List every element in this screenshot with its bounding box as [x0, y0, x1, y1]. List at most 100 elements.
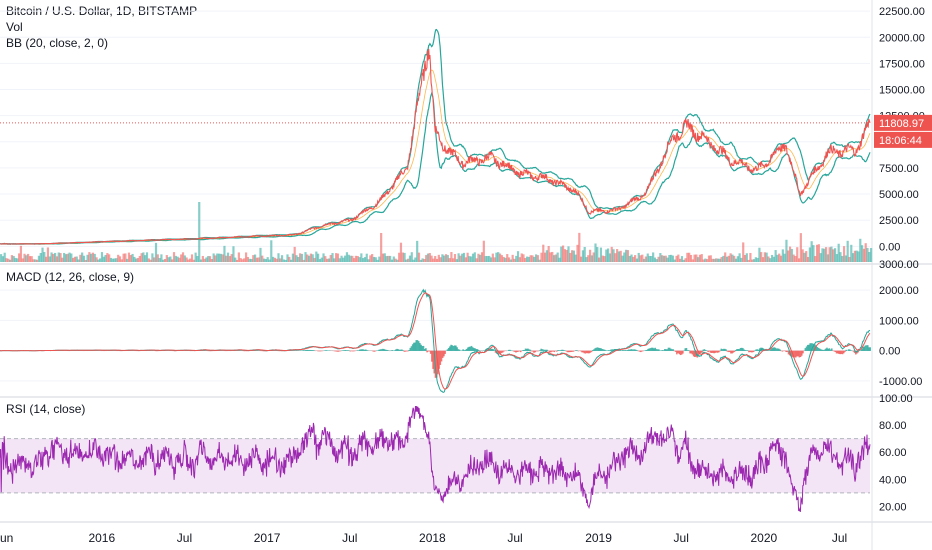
macd-histogram-bar	[272, 350, 275, 351]
volume-bar	[311, 254, 314, 262]
macd-histogram-bar	[336, 350, 338, 352]
macd-histogram-bar	[671, 349, 673, 351]
macd-histogram-bar	[713, 350, 715, 354]
macd-histogram-bar	[718, 350, 720, 353]
volume-bar	[686, 252, 689, 262]
macd-histogram-bar	[754, 350, 756, 351]
macd-histogram-bar	[416, 340, 419, 351]
volume-bar	[158, 258, 161, 262]
macd-histogram-bar	[501, 350, 504, 353]
macd-histogram-bar	[524, 348, 527, 351]
volume-bar	[30, 256, 33, 262]
volume-bar	[81, 252, 84, 262]
volume-bar	[684, 258, 687, 262]
volume-bar	[95, 257, 98, 262]
macd-histogram-bar	[218, 350, 221, 351]
macd-histogram-bar	[500, 350, 503, 353]
macd-histogram-bar	[631, 349, 634, 351]
volume-bar	[704, 258, 707, 262]
volume-bar	[165, 255, 168, 262]
macd-histogram-bar	[452, 345, 455, 351]
macd-histogram-bar	[776, 348, 779, 351]
macd-histogram-bar	[540, 348, 542, 351]
volume-bar	[814, 256, 817, 262]
volume-bar	[68, 252, 71, 262]
volume-bar	[70, 253, 73, 262]
volume-bar	[153, 257, 156, 262]
volume-bar	[99, 258, 102, 262]
rsi-tick-label: 60.00	[879, 447, 907, 459]
macd-histogram-bar	[309, 349, 312, 351]
volume-bar	[255, 257, 258, 262]
macd-histogram-bar	[779, 349, 781, 351]
volume-bar	[154, 242, 158, 262]
volume-bar	[779, 255, 783, 262]
volume-bar	[181, 252, 185, 262]
volume-bar	[55, 256, 59, 262]
x-tick-label: 2020	[751, 531, 778, 545]
macd-histogram-bar	[862, 346, 864, 351]
macd-histogram-bar	[806, 344, 809, 351]
macd-histogram-bar	[344, 350, 347, 351]
macd-histogram-bar	[750, 350, 753, 353]
macd-histogram-bar	[826, 347, 828, 351]
macd-histogram-bar	[408, 350, 410, 351]
volume-bar	[785, 239, 788, 262]
macd-histogram-bar	[733, 350, 736, 352]
macd-histogram-bar	[569, 350, 571, 353]
volume-bar	[362, 258, 365, 262]
volume-bar	[733, 255, 736, 262]
volume-bar	[5, 258, 8, 262]
macd-histogram-bar	[305, 350, 307, 351]
volume-bar	[824, 247, 828, 262]
volume-bar	[23, 253, 26, 262]
volume-bar	[462, 252, 466, 262]
volume-bar	[754, 257, 757, 262]
macd-histogram-bar	[648, 348, 651, 351]
price-line	[0, 48, 871, 245]
volume-bar	[93, 253, 96, 262]
macd-histogram-bar	[749, 350, 751, 352]
volume-bar	[464, 257, 467, 262]
volume-bar	[271, 256, 275, 262]
volume-bar	[63, 252, 66, 262]
macd-histogram-bar	[525, 348, 528, 351]
macd-histogram-bar	[590, 350, 593, 352]
macd-histogram-bar	[414, 342, 416, 351]
volume-bar	[749, 252, 752, 262]
macd-histogram-bar	[827, 348, 829, 351]
macd-histogram-bar	[740, 347, 743, 351]
macd-histogram-bar	[739, 347, 742, 351]
macd-histogram-bar	[396, 348, 398, 351]
volume-bar	[677, 254, 680, 262]
macd-histogram-bar	[468, 346, 470, 351]
macd-histogram-bar	[838, 350, 840, 354]
macd-histogram-bar	[467, 347, 469, 351]
volume-bar	[207, 256, 210, 262]
volume-bar	[259, 247, 262, 262]
volume-bar	[50, 252, 53, 262]
volume-bar	[507, 257, 511, 262]
volume-bar	[335, 253, 338, 262]
volume-bar	[57, 252, 60, 262]
volume-bar	[866, 247, 869, 262]
macd-histogram-bar	[398, 349, 401, 351]
volume-bar	[799, 233, 802, 262]
rsi-tick-label: 40.00	[879, 474, 907, 486]
volume-bar	[426, 253, 430, 262]
macd-histogram-bar	[599, 348, 601, 351]
volume-bar	[583, 246, 586, 262]
macd-histogram-bar	[426, 350, 428, 353]
volume-bar	[199, 259, 203, 262]
macd-histogram-bar	[428, 350, 431, 352]
macd-histogram-bar	[541, 349, 544, 351]
volume-bar	[131, 253, 134, 262]
rsi-tick-label: 20.00	[879, 501, 907, 513]
rsi-tick-label: 100.00	[879, 393, 913, 405]
macd-histogram-bar	[638, 350, 641, 352]
macd-histogram-bar	[799, 350, 802, 357]
macd-histogram-bar	[642, 350, 645, 352]
volume-bar	[589, 249, 592, 262]
volume-bar	[815, 244, 819, 262]
